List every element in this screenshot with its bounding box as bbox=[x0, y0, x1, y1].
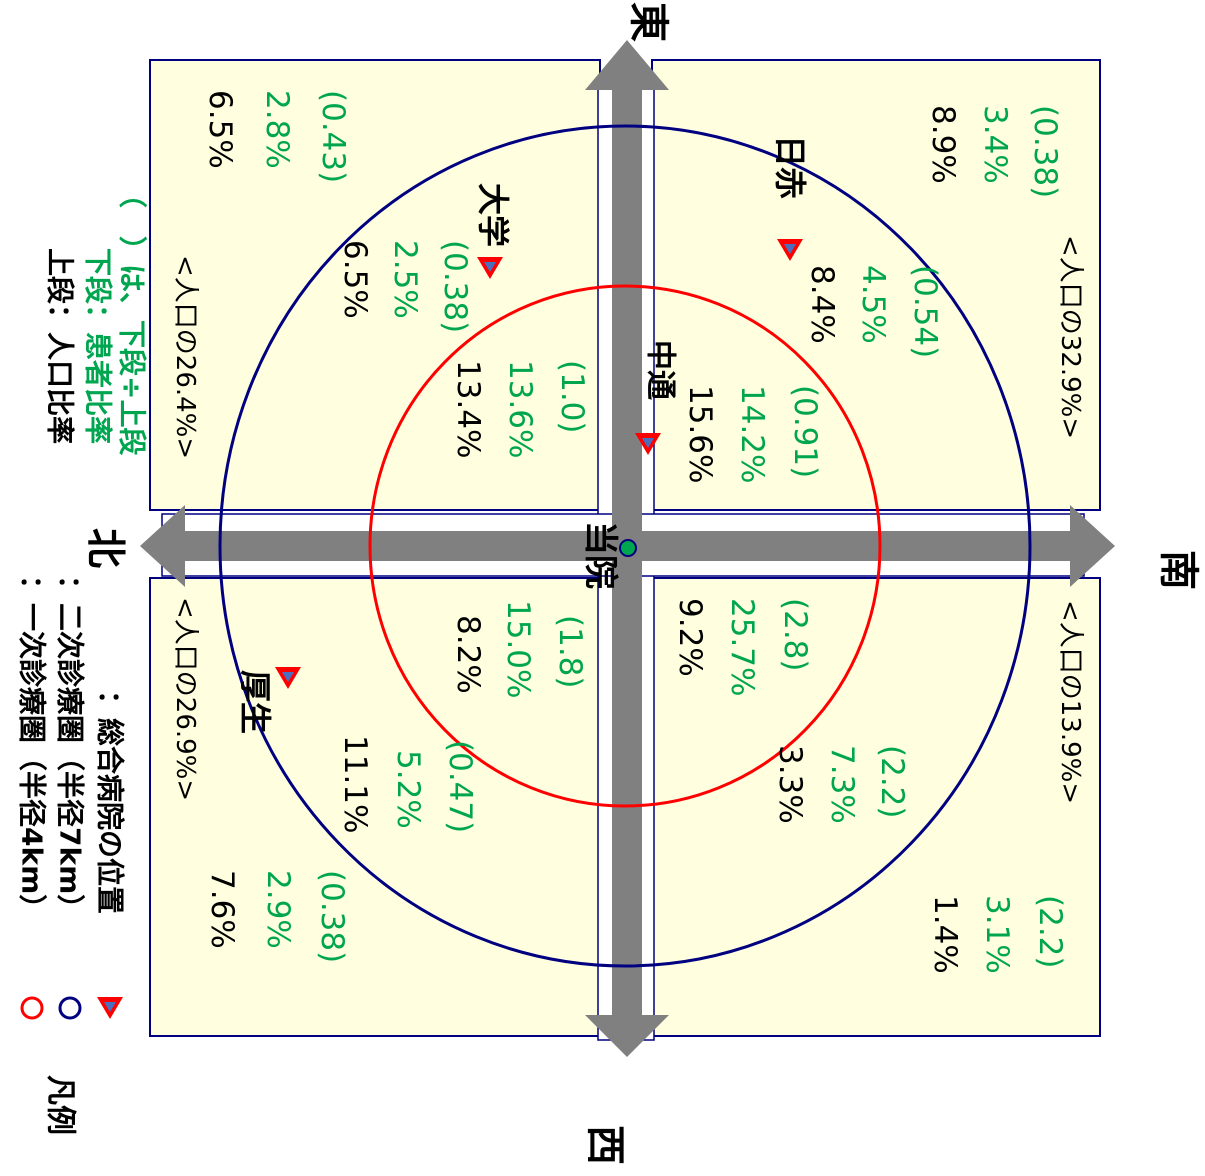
stat-patient: 14.2% bbox=[734, 385, 770, 483]
direction-west: 西 bbox=[582, 1125, 628, 1165]
arrow-head-south bbox=[1070, 505, 1115, 587]
stat-patient: 2.5% bbox=[387, 240, 423, 319]
pop-label-north-west: <人口の26.9%> bbox=[170, 597, 200, 801]
arrow-head-east bbox=[585, 40, 669, 90]
note-ratio-explanation: （ ）は、下段÷上段 bbox=[116, 180, 149, 455]
arrow-head-west bbox=[585, 1015, 669, 1057]
hospital-marker-nisseki bbox=[777, 239, 803, 261]
primary-catchment-circle bbox=[368, 284, 882, 808]
stat-patient: 4.5% bbox=[855, 265, 891, 344]
stat-patient: 5.2% bbox=[390, 750, 426, 829]
stat-pop: 11.1% bbox=[337, 735, 373, 833]
center-label: 当院 bbox=[580, 521, 620, 589]
hospital-label-nakadori: 中通 bbox=[643, 340, 678, 400]
center-hospital-dot bbox=[619, 539, 637, 557]
direction-north: 北 bbox=[82, 528, 128, 568]
stat-pop: 8.9% bbox=[925, 105, 961, 184]
stat-ratio: (0.91) bbox=[787, 385, 823, 478]
pop-label-south-east: <人口の32.9%> bbox=[1055, 235, 1085, 439]
stat-patient: 7.3% bbox=[824, 745, 860, 824]
stat-patient: 3.4% bbox=[977, 105, 1013, 184]
stat-ratio: (2.8) bbox=[777, 598, 813, 672]
stat-pop: 15.6% bbox=[682, 385, 718, 483]
stat-ratio: (1.0) bbox=[554, 360, 590, 434]
stat-pop: 8.4% bbox=[804, 265, 840, 344]
quadrant-south-west bbox=[651, 577, 1101, 1037]
arrow-head-north bbox=[140, 505, 185, 587]
red-triangle-icon bbox=[97, 997, 123, 1019]
stat-ratio: (0.38) bbox=[437, 240, 473, 333]
stat-ratio: (0.38) bbox=[1027, 105, 1063, 198]
stat-pop: 3.3% bbox=[772, 745, 808, 824]
stat-ratio: (0.43) bbox=[315, 90, 351, 183]
stat-patient: 13.6% bbox=[502, 360, 538, 458]
quadrant-north-west bbox=[149, 577, 601, 1037]
note-population-ratio: 上段：人口比率 bbox=[44, 248, 77, 444]
secondary-catchment-circle bbox=[218, 124, 1032, 968]
stat-patient: 15.0% bbox=[500, 600, 536, 698]
quadrant-south-east bbox=[651, 59, 1101, 511]
stat-patient: 25.7% bbox=[724, 598, 760, 696]
legend-primary-label: ：一次診療圏（半径4km） bbox=[16, 575, 49, 922]
quadrant-north-east bbox=[149, 59, 601, 511]
legend-secondary-label: ：二次診療圏（半径7km） bbox=[54, 575, 87, 922]
hospital-label-nisseki: 日赤 bbox=[771, 135, 809, 199]
stat-ratio: (2.2) bbox=[874, 745, 910, 819]
blue-circle-icon bbox=[58, 996, 82, 1020]
stat-ratio: (1.8) bbox=[552, 615, 588, 689]
stat-pop: 8.2% bbox=[450, 615, 486, 694]
stat-patient: 2.9% bbox=[260, 870, 296, 949]
hospital-marker-nakadori bbox=[635, 433, 661, 455]
stat-pop: 1.4% bbox=[927, 895, 963, 974]
direction-east: 東 bbox=[625, 2, 671, 42]
pop-label-north-east: <人口の26.4%> bbox=[170, 255, 200, 459]
hospital-marker-kousei bbox=[275, 667, 301, 689]
stat-patient: 2.8% bbox=[259, 90, 295, 169]
hospital-label-kousei: 厚生 bbox=[236, 670, 274, 734]
note-patient-ratio: 下段：患者比率 bbox=[82, 248, 115, 444]
stat-pop: 9.2% bbox=[672, 598, 708, 677]
stat-pop: 6.5% bbox=[337, 240, 373, 319]
stat-ratio: (0.38) bbox=[314, 870, 350, 963]
legend-title: 凡例 bbox=[43, 1075, 78, 1135]
stat-pop: 7.6% bbox=[204, 870, 240, 949]
pop-label-south-west: <人口の13.9%> bbox=[1055, 600, 1085, 804]
direction-south: 南 bbox=[1155, 550, 1201, 590]
red-circle-icon bbox=[20, 996, 44, 1020]
hospital-marker-daigaku bbox=[477, 257, 503, 279]
hospital-label-daigaku: 大学 bbox=[474, 183, 512, 247]
legend-hospital-label: ：総合病院の位置 bbox=[94, 690, 127, 914]
stat-ratio: (2.2) bbox=[1032, 895, 1068, 969]
stat-ratio: (0.47) bbox=[442, 740, 478, 833]
stat-patient: 3.1% bbox=[979, 895, 1015, 974]
stat-ratio: (0.54) bbox=[907, 265, 943, 358]
stat-pop: 6.5% bbox=[202, 90, 238, 169]
stat-pop: 13.4% bbox=[450, 360, 486, 458]
